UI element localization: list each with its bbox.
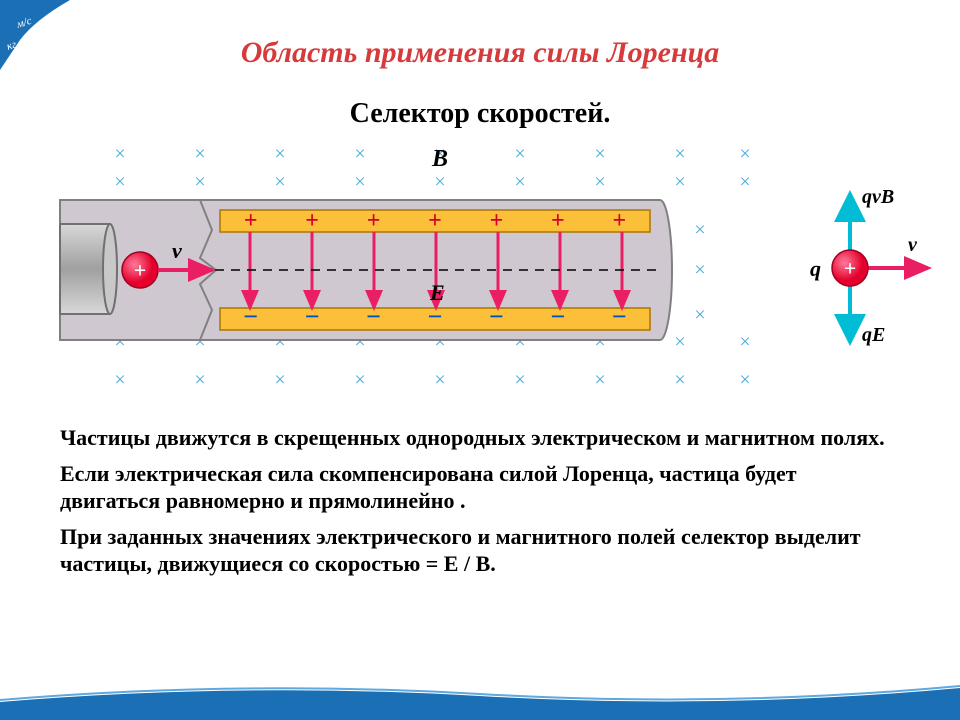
- svg-text:+: +: [490, 208, 504, 234]
- svg-text:×: ×: [739, 369, 750, 391]
- svg-text:×: ×: [194, 369, 205, 391]
- svg-text:×: ×: [594, 171, 605, 193]
- svg-text:×: ×: [194, 143, 205, 165]
- svg-text:×: ×: [274, 143, 285, 165]
- svg-text:×: ×: [694, 219, 705, 241]
- svg-text:×: ×: [514, 369, 525, 391]
- page-title: Область применения силы Лоренца: [0, 0, 960, 70]
- svg-text:+: +: [367, 208, 381, 234]
- svg-text:−: −: [612, 302, 627, 331]
- svg-text:+: +: [844, 256, 857, 281]
- svg-text:+: +: [305, 208, 319, 234]
- corner-decoration: м/с кг: [0, 0, 70, 70]
- svg-text:×: ×: [739, 331, 750, 353]
- svg-text:×: ×: [194, 171, 205, 193]
- svg-text:×: ×: [694, 259, 705, 281]
- svg-text:×: ×: [114, 143, 125, 165]
- svg-text:+: +: [134, 258, 147, 283]
- E-label: E⃗: [430, 280, 462, 306]
- title-text: Область применения силы Лоренца: [241, 36, 720, 69]
- svg-text:+: +: [244, 208, 258, 234]
- body-text: Частицы движутся в скрещенных однородных…: [0, 424, 960, 578]
- v-label: v⃗: [172, 238, 199, 264]
- paragraph-1: Частицы движутся в скрещенных однородных…: [60, 424, 900, 452]
- svg-text:−: −: [550, 302, 565, 331]
- svg-text:×: ×: [674, 171, 685, 193]
- svg-text:+: +: [551, 208, 565, 234]
- svg-text:×: ×: [739, 171, 750, 193]
- q-label: q: [810, 256, 821, 282]
- paragraph-2: Если электрическая сила скомпенсирована …: [60, 460, 900, 515]
- svg-text:×: ×: [354, 171, 365, 193]
- velocity-selector-diagram: ××××××××××××××××××××××××××××××××××××××× …: [0, 138, 960, 418]
- svg-text:+: +: [612, 208, 626, 234]
- svg-text:−: −: [489, 302, 504, 331]
- subtitle-text: Селектор скоростей.: [350, 98, 611, 129]
- svg-text:+: +: [428, 208, 442, 234]
- svg-text:×: ×: [674, 331, 685, 353]
- svg-text:×: ×: [354, 369, 365, 391]
- svg-text:×: ×: [674, 369, 685, 391]
- svg-text:×: ×: [514, 143, 525, 165]
- v-plain-label: v: [908, 234, 917, 257]
- svg-text:×: ×: [274, 171, 285, 193]
- svg-text:×: ×: [674, 143, 685, 165]
- svg-text:×: ×: [354, 143, 365, 165]
- svg-text:×: ×: [274, 369, 285, 391]
- svg-text:×: ×: [434, 171, 445, 193]
- qE-label: qE: [862, 324, 885, 347]
- svg-text:×: ×: [594, 143, 605, 165]
- svg-text:×: ×: [739, 143, 750, 165]
- svg-text:×: ×: [594, 369, 605, 391]
- svg-text:×: ×: [114, 171, 125, 193]
- svg-text:×: ×: [114, 369, 125, 391]
- B-label: B⃗: [432, 146, 467, 173]
- svg-text:×: ×: [694, 304, 705, 326]
- footer-decoration: [0, 678, 960, 720]
- qvB-label: qvB: [862, 186, 894, 209]
- svg-text:×: ×: [514, 171, 525, 193]
- subtitle: Селектор скоростей.: [0, 98, 960, 130]
- svg-text:×: ×: [434, 369, 445, 391]
- paragraph-3: При заданных значениях электрического и …: [60, 523, 900, 578]
